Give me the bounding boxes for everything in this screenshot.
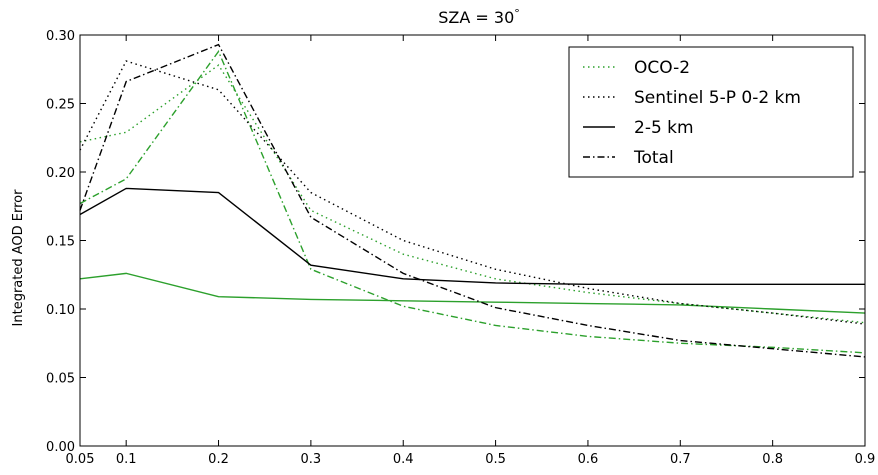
y-tick-label: 0.10	[46, 303, 75, 318]
series-line-oco2-solid	[79, 272, 866, 314]
x-tick-label: 0.8	[762, 452, 783, 467]
plot-lines	[79, 43, 866, 358]
y-tick-label: 0.15	[46, 235, 75, 250]
x-tick-label: 0.9	[855, 452, 876, 467]
x-tick-label: 0.7	[670, 452, 691, 467]
chart-title: SZA = 30°	[438, 7, 520, 27]
series-line-sentinel-dotted	[79, 60, 866, 325]
x-tick-label: 0.3	[301, 452, 322, 467]
axis-ticks: 0.05 0.1 0.2 0.3 0.4 0.5 0.6 0.7 0.8 0.90.000.050…	[46, 29, 875, 467]
x-tick-label: 0.2	[208, 452, 229, 467]
series-line-sentinel-solid	[79, 187, 865, 286]
chart-title-text: SZA = 30	[438, 8, 514, 27]
legend-box	[568, 46, 854, 178]
legend: OCO-2 Sentinel 5-P 0-2 km 2-5 km Total	[568, 46, 854, 178]
chart-title-degree: °	[514, 7, 520, 20]
plot-frame	[79, 34, 866, 447]
legend-label: OCO-2	[634, 58, 690, 78]
legend-label: Sentinel 5-P 0-2 km	[634, 88, 801, 108]
x-tick-label: 0.1	[116, 452, 137, 467]
series-line-sentinel-dashdot	[79, 43, 866, 358]
x-tick-label: 0.05	[66, 452, 95, 467]
y-axis-label: Integrated AOD Error	[11, 189, 26, 327]
x-tick-label: 0.5	[485, 452, 506, 467]
legend-label: 2-5 km	[634, 118, 694, 138]
legend-label: Total	[633, 148, 674, 168]
x-tick-label: 0.6	[578, 452, 599, 467]
x-tick-label: 0.4	[393, 452, 414, 467]
y-tick-label: 0.25	[46, 98, 75, 113]
y-tick-label: 0.30	[46, 29, 75, 44]
y-tick-label: 0.00	[46, 440, 75, 455]
y-tick-label: 0.05	[46, 372, 75, 387]
y-tick-label: 0.20	[46, 166, 75, 181]
